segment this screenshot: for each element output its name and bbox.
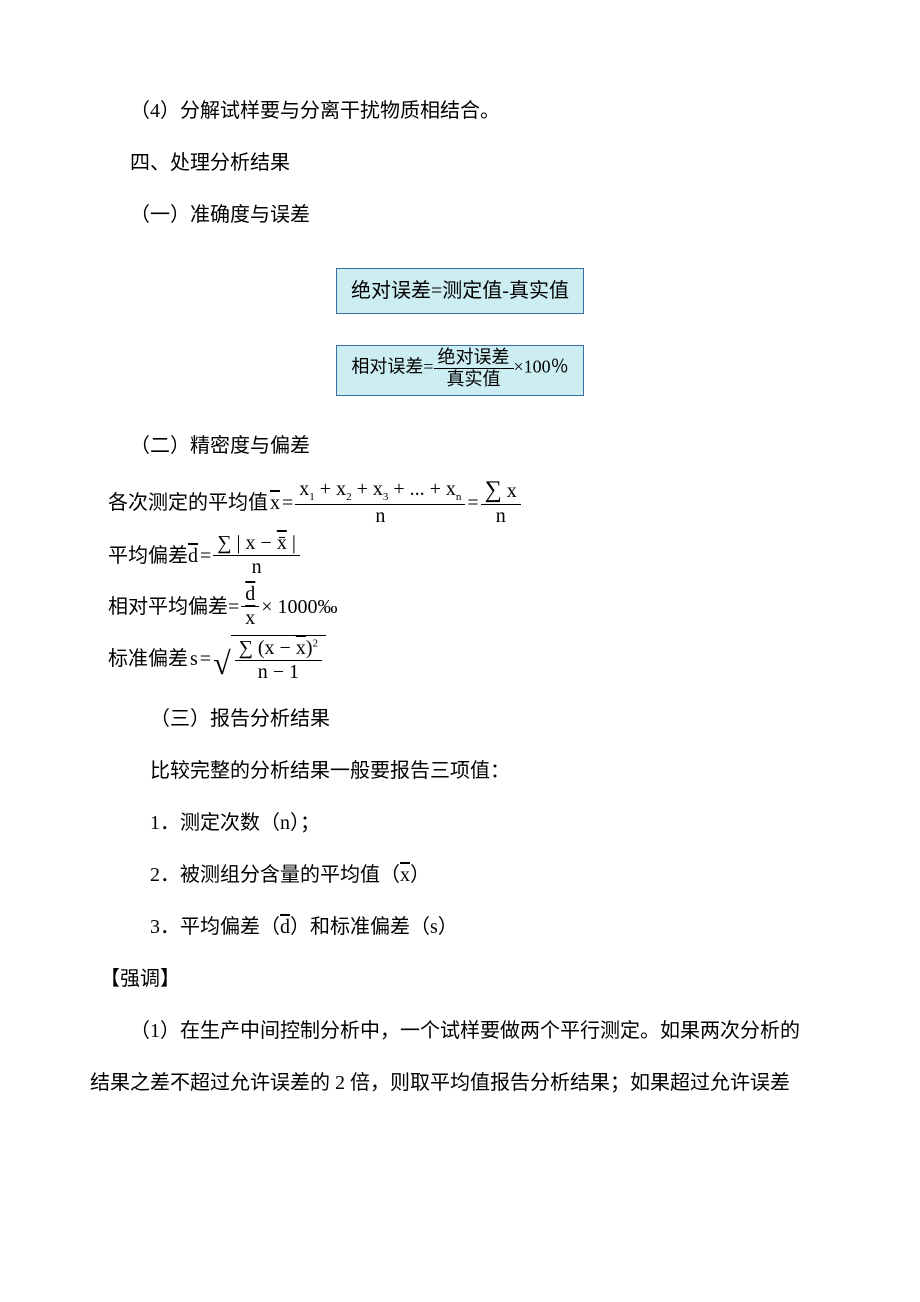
list-item: 1．测定次数（n）；	[90, 797, 830, 849]
numerator: ∑ | x − x̄ |	[213, 533, 300, 556]
fraction: ∑ | x − x̄ | n	[213, 533, 300, 578]
heading-sub-3: （三）报告分析结果	[90, 693, 830, 745]
eq-label: 各次测定的平均值	[108, 489, 268, 517]
fraction: x1 + x2 + x3 + ... + xn n	[295, 479, 465, 528]
equation-relative-mean-deviation: 相对平均偏差= d x × 1000‰	[90, 584, 830, 629]
numerator: ∑ x	[481, 478, 521, 505]
paragraph: 结果之差不超过允许误差的 2 倍，则取平均值报告分析结果；如果超过允许误差	[90, 1057, 830, 1109]
formula-box: 相对误差=绝对误差真实值×100％	[336, 345, 583, 396]
list-item: 3．平均偏差（d）和标准偏差（s）	[90, 901, 830, 953]
eq-label: 平均偏差	[108, 542, 188, 570]
sqrt: √ ∑ (x − x)2 n − 1	[213, 635, 326, 683]
numerator: d	[241, 584, 259, 607]
formula-text: 相对误差	[351, 357, 423, 377]
symbol-x-bar: x	[400, 864, 410, 886]
symbol-x-bar: x	[270, 489, 280, 517]
heading-sub-2: （二）精密度与偏差	[90, 420, 830, 472]
paragraph: （4）分解试样要与分离干扰物质相结合。	[90, 85, 830, 137]
list-item: 2．被测组分含量的平均值（x）	[90, 849, 830, 901]
fraction: ∑ (x − x)2 n − 1	[235, 638, 322, 683]
numerator: 绝对误差	[434, 348, 514, 369]
equation-mean: 各次测定的平均值 x = x1 + x2 + x3 + ... + xn n =…	[90, 478, 830, 527]
fraction: ∑ x n	[481, 478, 521, 527]
eq-label: 相对平均偏差=	[108, 593, 239, 621]
numerator: x1 + x2 + x3 + ... + xn	[295, 479, 465, 506]
numerator: ∑ (x − x)2	[235, 638, 322, 661]
formula-tail: ×100％	[514, 357, 569, 377]
paragraph: 比较完整的分析结果一般要报告三项值：	[90, 745, 830, 797]
formula-tail: × 1000‰	[261, 593, 337, 621]
heading-sub-1: （一）准确度与误差	[90, 189, 830, 241]
sqrt-sign-icon: √	[213, 635, 231, 683]
document-page: （4）分解试样要与分离干扰物质相结合。 四、处理分析结果 （一）准确度与误差 绝…	[0, 0, 920, 1302]
formula-box: 绝对误差=测定值-真实值	[336, 268, 584, 314]
denominator: n	[295, 505, 465, 527]
denominator: n	[481, 505, 521, 527]
equals-sign: =	[200, 542, 211, 570]
heading-level-4: 四、处理分析结果	[90, 137, 830, 189]
denominator: n	[213, 556, 300, 578]
sqrt-body: ∑ (x − x)2 n − 1	[231, 635, 326, 683]
symbol-s: s	[190, 645, 198, 673]
equals-sign: =	[200, 645, 211, 673]
equals-sign: =	[467, 489, 478, 517]
fraction: 绝对误差真实值	[434, 348, 514, 389]
denominator: x	[241, 607, 259, 629]
symbol-d-bar: d	[188, 542, 198, 570]
strong-label: 【强调】	[90, 953, 830, 1005]
eq-label: 标准偏差	[108, 645, 188, 673]
equals-sign: =	[423, 357, 433, 377]
paragraph: （1）在生产中间控制分析中，一个试样要做两个平行测定。如果两次分析的	[90, 1005, 830, 1057]
formula-block-rel-error: 相对误差=绝对误差真实值×100％	[90, 341, 830, 396]
denominator: 真实值	[434, 369, 514, 389]
denominator: n − 1	[235, 661, 322, 683]
equation-mean-deviation: 平均偏差 d̄ d = ∑ | x − x̄ | n	[90, 533, 830, 578]
formula-block-abs-error: 绝对误差=测定值-真实值	[90, 265, 830, 317]
fraction: d x	[241, 584, 259, 629]
equals-sign: =	[282, 489, 293, 517]
symbol-d-bar: d	[280, 916, 290, 938]
equation-std-deviation: 标准偏差 s = √ ∑ (x − x)2 n − 1	[90, 635, 830, 683]
